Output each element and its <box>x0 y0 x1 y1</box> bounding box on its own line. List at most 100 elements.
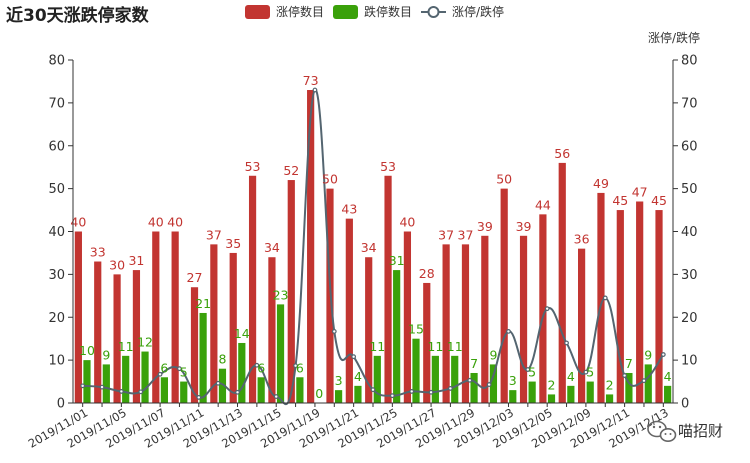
ratio-line-point <box>467 377 473 383</box>
bar-limit-up <box>423 282 431 403</box>
bar-limit-up <box>481 235 489 403</box>
bar-limit-down <box>83 360 91 403</box>
bar-label-limit-up: 40 <box>167 215 183 230</box>
legend-swatch-limit-down[interactable] <box>333 5 358 19</box>
ratio-line-point <box>331 328 337 334</box>
bar-limit-up <box>190 287 199 403</box>
bar-label-limit-down: 3 <box>335 373 343 388</box>
legend-label-limit-up[interactable]: 涨停数目 <box>276 4 324 19</box>
bars <box>74 90 672 403</box>
bar-limit-up <box>132 270 141 403</box>
bar-limit-down <box>625 372 633 403</box>
legend[interactable]: 涨停数目 跌停数目 涨停/跌停 <box>245 4 504 19</box>
bar-label-limit-down: 5 <box>586 365 594 380</box>
ratio-line-point <box>254 362 260 368</box>
bar-label-limit-up: 34 <box>361 240 377 255</box>
bar-limit-up <box>74 231 82 403</box>
bar-limit-up <box>384 175 392 403</box>
ratio-line-point <box>99 384 105 390</box>
bar-label-limit-down: 9 <box>489 347 497 362</box>
bar-limit-down <box>567 385 575 403</box>
legend-label-ratio[interactable]: 涨停/跌停 <box>452 4 504 19</box>
bar-label-limit-down: 5 <box>528 365 536 380</box>
ratio-line-point <box>544 306 550 312</box>
bar-limit-down <box>528 381 536 403</box>
bar-limit-down <box>431 355 439 403</box>
bar-limit-up <box>113 274 121 403</box>
bar-label-limit-down: 2 <box>548 377 556 392</box>
bar-label-limit-up: 39 <box>516 219 532 234</box>
bar-limit-up <box>229 252 237 403</box>
bar-label-limit-up: 47 <box>632 184 648 199</box>
ratio-line-point <box>641 378 647 384</box>
bar-label-limit-up: 45 <box>651 193 667 208</box>
ratio-line-point <box>660 352 666 357</box>
right-axis-tick-label: 80 <box>681 54 698 69</box>
bar-limit-down <box>122 355 130 403</box>
bar-label-limit-up: 28 <box>419 266 435 281</box>
bar-label-limit-down: 11 <box>118 339 134 354</box>
ratio-line-point <box>486 382 492 387</box>
ratio-line-point <box>312 87 318 93</box>
bar-limit-down <box>605 394 614 403</box>
legend-swatch-ratio-marker[interactable] <box>427 6 440 18</box>
bar-label-limit-up: 52 <box>283 163 299 178</box>
ratio-line-point <box>118 389 124 394</box>
bar-label-limit-down: 7 <box>470 356 478 371</box>
bar-label-limit-up: 34 <box>264 240 280 255</box>
bar-label-limit-down: 0 <box>315 386 323 401</box>
left-axis-tick-label: 80 <box>48 54 65 69</box>
ratio-line-point <box>235 389 240 395</box>
bar-limit-down <box>451 355 459 403</box>
bar-label-limit-down: 21 <box>195 296 211 311</box>
bar-label-limit-down: 23 <box>273 287 289 302</box>
bar-limit-up <box>616 210 624 403</box>
legend-swatch-limit-up[interactable] <box>245 5 270 19</box>
bar-limit-down <box>102 364 110 403</box>
left-axis-tick-label: 10 <box>48 354 65 369</box>
ratio-line-point <box>196 395 202 400</box>
bar-limit-down <box>393 270 401 403</box>
left-axis-tick-label: 50 <box>48 182 65 197</box>
left-axis-tick-label: 30 <box>48 268 65 283</box>
legend-label-limit-down[interactable]: 跌停数目 <box>364 4 412 19</box>
bar-label-limit-up: 40 <box>148 215 164 230</box>
ratio-line-point <box>177 366 182 372</box>
ratio-line-point <box>370 387 376 393</box>
bar-limit-up <box>365 257 373 403</box>
bar-label-limit-up: 37 <box>458 227 474 242</box>
bar-label-limit-down: 10 <box>79 343 95 358</box>
right-axis-tick-label: 70 <box>681 96 698 111</box>
bar-label-limit-down: 14 <box>234 326 250 341</box>
bar-limit-down <box>180 381 188 403</box>
bar-limit-up <box>307 90 315 403</box>
bar-limit-down <box>257 377 265 403</box>
right-axis-tick-label: 10 <box>681 354 698 369</box>
bar-limit-down <box>199 312 207 403</box>
ratio-line-point <box>215 380 221 386</box>
bar-limit-up <box>287 180 295 403</box>
ratio-line-point <box>583 369 589 375</box>
bar-label-limit-down: 4 <box>567 369 575 384</box>
bar-label-limit-down: 7 <box>625 356 633 371</box>
bar-limit-up <box>519 235 528 403</box>
bar-label-limit-up: 31 <box>128 253 144 268</box>
wechat-icon <box>647 420 677 442</box>
data-labels: 4010339301131124064052721378351453634235… <box>70 73 671 401</box>
ratio-line <box>80 87 666 405</box>
bar-limit-up <box>461 244 470 403</box>
bar-label-limit-down: 9 <box>102 347 110 362</box>
bar-limit-up <box>248 175 257 403</box>
watermark: 喵招财 <box>647 420 723 442</box>
bar-limit-down <box>334 390 343 403</box>
ratio-line-point <box>351 354 357 360</box>
bar-label-limit-up: 40 <box>399 215 415 230</box>
bar-limit-up <box>636 201 644 403</box>
bar-limit-down <box>664 385 672 403</box>
ratio-line-point <box>428 389 434 395</box>
bar-label-limit-down: 3 <box>509 373 517 388</box>
bar-label-limit-up: 45 <box>612 193 628 208</box>
right-axis-tick-label: 40 <box>681 225 698 240</box>
left-axis-tick-label: 0 <box>57 397 65 412</box>
